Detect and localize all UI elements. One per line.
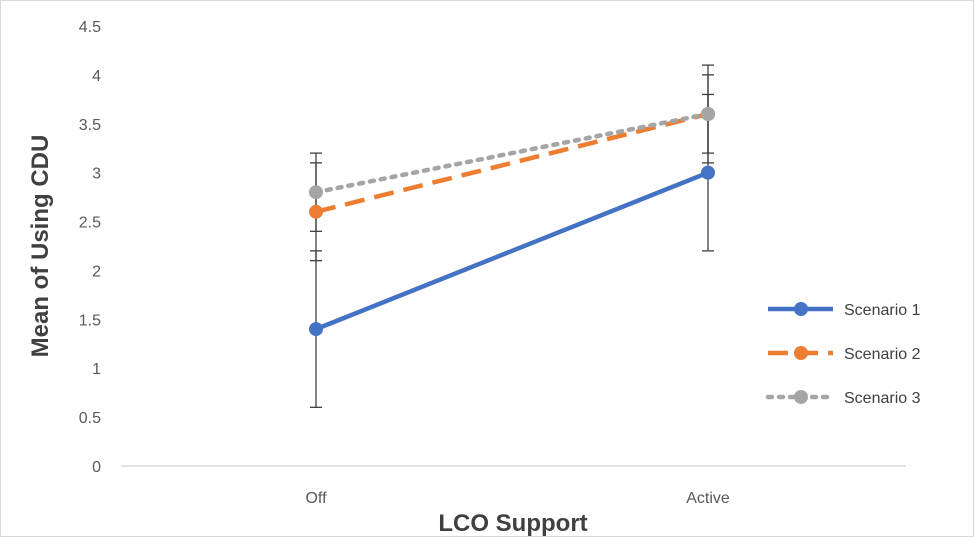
y-tick-label: 0 [92,459,101,476]
legend-marker [794,346,808,360]
y-tick-label: 3.5 [79,117,101,134]
y-tick-label: 4.5 [79,19,101,36]
x-tick-label: Off [305,490,327,507]
y-tick-label: 2.5 [79,215,101,232]
series-points [309,107,715,337]
series-line [315,170,709,332]
legend-label: Scenario 2 [844,346,921,363]
legend-label: Scenario 1 [844,302,921,319]
y-tick-label: 4 [92,68,101,85]
data-point [309,185,323,200]
y-tick-label: 3 [92,166,101,183]
y-axis-title: Mean of Using CDU [27,135,54,358]
data-point [309,322,323,337]
x-tick-labels: Off Active [305,490,729,507]
legend-marker [794,302,808,316]
y-tick-label: 0.5 [79,410,101,427]
error-bars [310,64,714,408]
data-point [309,204,323,219]
x-axis-title: LCO Support [438,510,587,537]
x-tick-label: Active [686,490,730,507]
legend-marker [794,390,808,404]
data-point [701,107,715,121]
series-line [313,111,711,195]
y-tick-label: 1.5 [79,312,101,329]
y-tick-labels: 0 0.5 1 1.5 2 2.5 3 3.5 4 4.5 [79,19,101,476]
series-lines [313,111,711,332]
y-tick-label: 1 [92,361,101,378]
y-tick-label: 2 [92,263,101,280]
legend: Scenario 1 Scenario 2 Scenario 3 [765,302,921,407]
legend-label: Scenario 3 [844,390,921,407]
series-line [315,111,709,214]
data-point [701,165,715,180]
